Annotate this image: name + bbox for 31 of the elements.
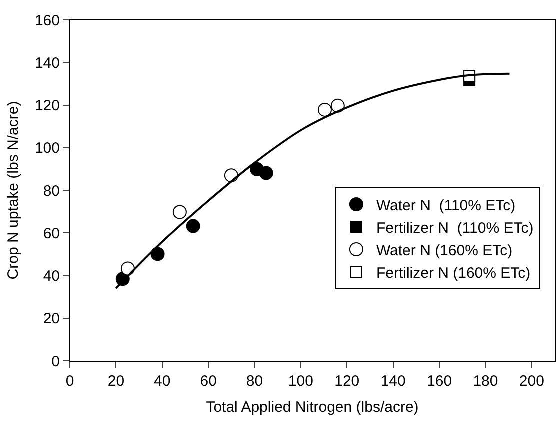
y-tick-label: 0 <box>52 353 60 370</box>
legend-label: Water N (110% ETc) <box>376 197 516 214</box>
y-tick-label: 120 <box>34 98 60 114</box>
x-tick-label: 160 <box>427 373 452 390</box>
y-tick-label: 20 <box>43 310 60 328</box>
y-tick-label: 80 <box>43 182 60 200</box>
point <box>318 102 332 117</box>
legend-label: Water N (160% ETc) <box>376 242 513 260</box>
y-axis-title: Crop N uptake (lbs N/acre) <box>5 101 22 280</box>
legend-label: Fertilizer N (110% ETc) <box>376 220 534 237</box>
y-tick-label: 100 <box>34 140 60 158</box>
point <box>259 166 274 180</box>
point <box>186 219 200 234</box>
x-tick-label: 40 <box>154 373 171 390</box>
point <box>172 205 187 220</box>
x-tick-label: 120 <box>334 373 360 390</box>
y-tick-label: 140 <box>34 54 60 72</box>
x-tick-label: 180 <box>473 373 498 390</box>
point <box>150 247 165 262</box>
y-tick-label: 40 <box>43 268 60 285</box>
x-tick-label: 80 <box>246 373 264 390</box>
x-tick-label: 20 <box>108 373 125 390</box>
y-tick-label: 60 <box>43 225 60 242</box>
legend-label: Fertilizer N (160% ETc) <box>376 264 531 282</box>
x-tick-label: 0 <box>66 373 74 390</box>
y-tick-label: 160 <box>34 12 60 30</box>
x-tick-label: 60 <box>200 373 217 390</box>
x-tick-label: 200 <box>519 373 544 390</box>
x-tick-label: 100 <box>288 373 314 390</box>
x-tick-label: 140 <box>380 373 406 390</box>
x-axis-title: Total Applied Nitrogen (lbs/acre) <box>206 399 419 416</box>
